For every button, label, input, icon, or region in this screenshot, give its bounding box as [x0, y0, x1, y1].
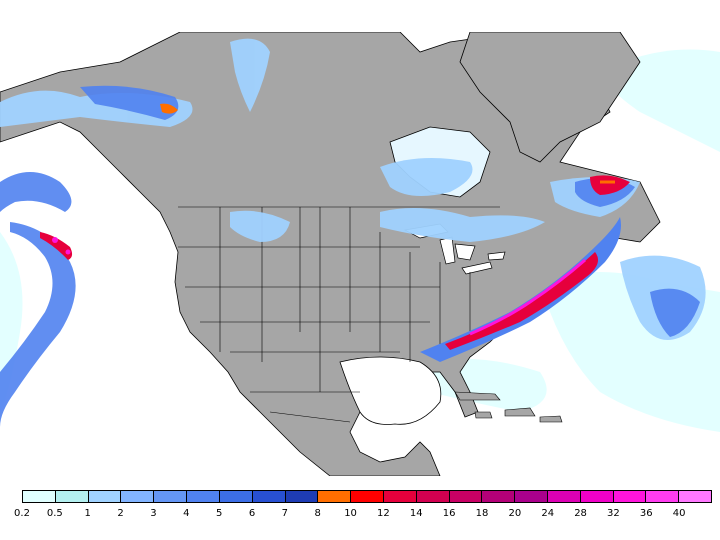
legend-swatch	[515, 491, 548, 502]
legend-tick-label: 0.5	[46, 508, 63, 519]
legend-swatch	[548, 491, 581, 502]
legend-tick-label: 16	[442, 508, 456, 519]
legend-labels: 0.2 0.5 1 2 3 4 5 6 7 8 10 12 14 16 18 20 24 28 32 36 40	[14, 508, 712, 524]
legend-swatch	[318, 491, 352, 502]
legend-swatch	[285, 491, 319, 502]
legend-swatch	[219, 491, 253, 502]
legend-tick-label: 6	[248, 508, 256, 519]
precipitation-map	[0, 32, 720, 476]
precip-legend: 0.2 0.5 1 2 3 4 5 6 7 8 10 12 14 16 18 20 24 28 32 36 40	[14, 490, 712, 530]
precip-blue	[0, 85, 700, 427]
legend-swatch	[580, 491, 614, 502]
land-greenland	[459, 32, 641, 163]
legend-tick-label: 5	[215, 508, 223, 519]
legend-swatch	[88, 491, 122, 502]
legend-swatch	[252, 491, 286, 502]
precip-storm-band	[420, 175, 630, 362]
legend-tick-label: 1	[84, 508, 91, 519]
legend-tick-label: 14	[409, 508, 423, 519]
legend-tick-label: 4	[183, 508, 190, 519]
legend-tick-label: 0.2	[14, 508, 30, 519]
legend-swatch	[383, 491, 417, 502]
legend-swatch	[482, 491, 516, 502]
legend-tick-label: 36	[639, 508, 653, 519]
caribbean-islands	[454, 391, 563, 423]
legend-tick-label: 18	[475, 508, 489, 519]
legend-tick-label: 32	[607, 508, 620, 519]
legend-tick-label: 20	[508, 508, 522, 519]
legend-swatch	[121, 491, 155, 502]
legend-swatch	[449, 491, 483, 502]
legend-tick-label: 24	[541, 508, 555, 519]
legend-swatch	[679, 491, 712, 502]
precip-pacific-core	[40, 103, 178, 260]
legend-tick-label: 28	[574, 508, 587, 519]
legend-tick-label: 40	[672, 508, 686, 519]
legend-swatch	[351, 491, 384, 502]
political-boundaries	[178, 206, 500, 423]
legend-swatch	[23, 491, 56, 502]
legend-tick-label: 12	[377, 508, 390, 519]
legend-swatch	[416, 491, 450, 502]
legend-swatch	[187, 491, 220, 502]
legend-tick-label: 2	[117, 508, 124, 519]
legend-tick-label: 3	[150, 508, 157, 519]
legend-color-bar	[22, 490, 712, 503]
legend-swatch	[613, 491, 647, 502]
legend-tick-label: 8	[314, 508, 321, 519]
legend-swatch	[55, 491, 89, 502]
legend-swatch	[646, 491, 680, 502]
gulf-of-mexico	[339, 356, 442, 425]
legend-tick-label: 7	[281, 508, 289, 519]
legend-swatch	[154, 491, 188, 502]
legend-tick-label: 10	[344, 508, 357, 519]
